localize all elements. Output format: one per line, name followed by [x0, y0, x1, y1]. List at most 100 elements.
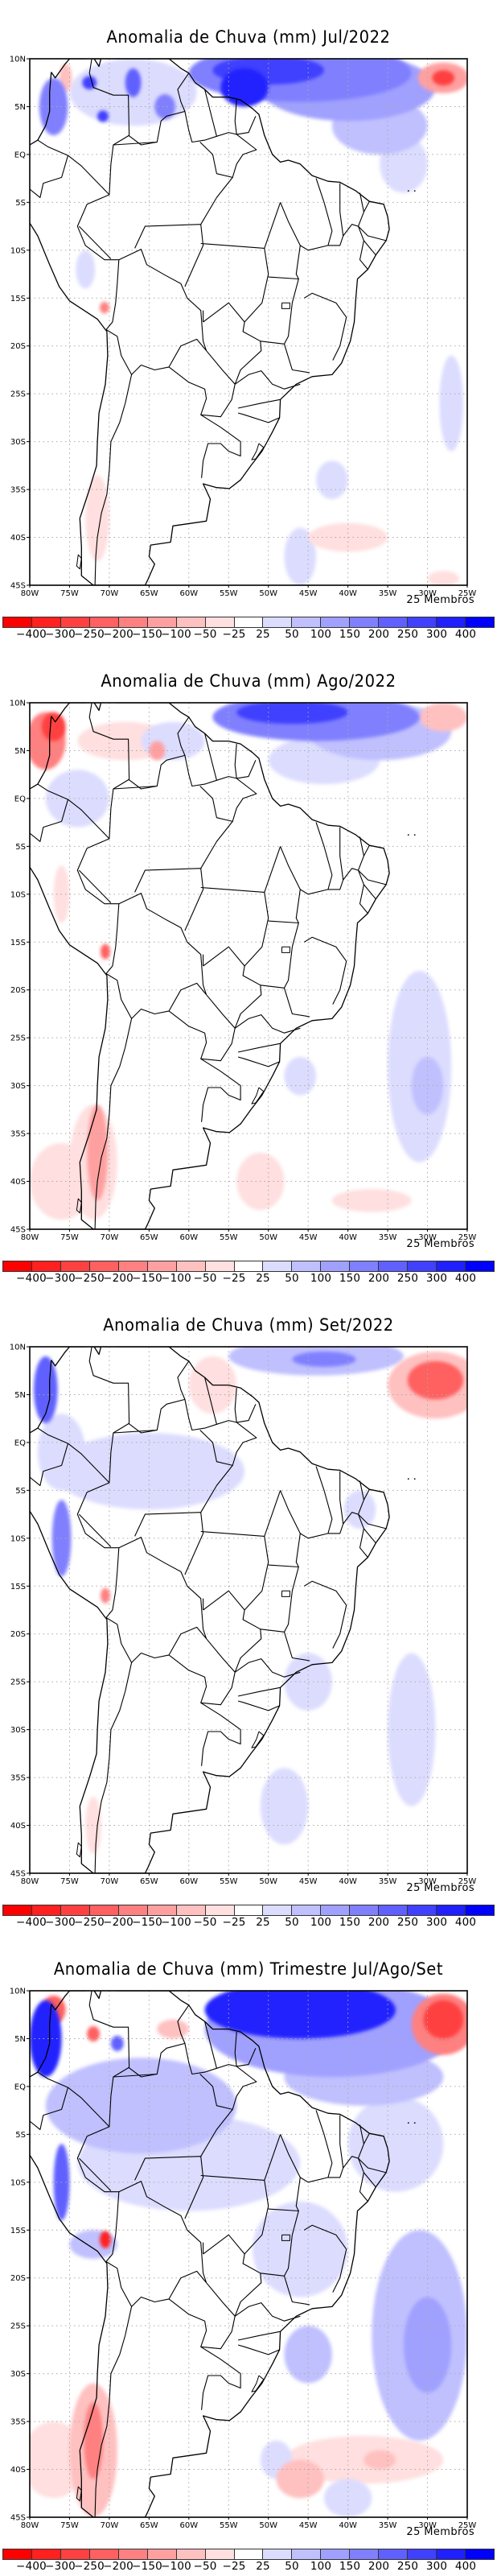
anomaly-region: [100, 302, 109, 314]
border-line: [260, 1567, 299, 1633]
legend-label: 50: [285, 1916, 299, 1929]
border-line: [232, 134, 257, 178]
legend-label: −50: [193, 1272, 217, 1285]
legend-swatch: [379, 1261, 409, 1271]
x-tick-label: 30W: [418, 589, 437, 598]
legend-swatch: [176, 2549, 206, 2559]
border-line: [200, 886, 269, 1029]
border-line: [300, 822, 333, 895]
legend-swatch: [408, 617, 437, 627]
x-tick-label: 30W: [418, 1877, 437, 1886]
x-tick-label: 80W: [21, 2521, 39, 2530]
border-line: [281, 1590, 290, 1597]
legend-swatch: [350, 617, 380, 627]
anomaly-region: [284, 2435, 444, 2484]
legend-swatch: [234, 2549, 264, 2559]
legend-swatch: [466, 2549, 494, 2559]
legend-swatch: [118, 2549, 148, 2559]
legend-label: 250: [396, 2560, 419, 2573]
legend-label: 250: [396, 1916, 419, 1929]
border-line: [30, 1427, 69, 1486]
legend-label: −400: [16, 1916, 47, 1929]
border-line: [128, 72, 190, 146]
legend-swatch: [408, 2549, 437, 2559]
legend-swatch: [89, 1261, 119, 1271]
x-tick-label: 40W: [339, 1233, 357, 1242]
legend-swatch: [118, 617, 148, 627]
legend-swatch: [118, 1905, 148, 1915]
x-tick-label: 40W: [339, 2521, 357, 2530]
island-dot: [407, 1478, 409, 1480]
legend-swatch: [379, 1905, 409, 1915]
legend-label: −50: [193, 2560, 217, 2573]
border-line: [94, 402, 126, 585]
x-tick-label: 40W: [339, 1877, 357, 1886]
legend-swatch: [234, 1261, 264, 1271]
members-label: 25 Membros: [406, 2526, 474, 2538]
legend-label: −100: [161, 1916, 191, 1929]
anomaly-region: [30, 2000, 62, 2078]
legend-label: 300: [425, 1916, 448, 1929]
anomaly-region: [154, 93, 176, 119]
legend-label: 100: [310, 628, 332, 641]
chart-panel-jul: Anomalia de Chuva (mm) Jul/2022 10N 5N EQ 5S…: [0, 0, 497, 644]
border-line: [105, 973, 207, 1019]
x-tick-label: 65W: [140, 589, 158, 598]
border-line: [113, 785, 158, 790]
border-line: [200, 414, 241, 478]
y-tick-label: 5S: [15, 843, 26, 852]
border-line: [359, 2172, 368, 2202]
anomaly-region: [125, 68, 142, 97]
legend-swatch: [350, 2549, 380, 2559]
x-tick-label: 35W: [379, 1233, 397, 1242]
border-line: [68, 2087, 119, 2193]
x-tick-label: 80W: [21, 1877, 39, 1886]
border-line: [128, 2004, 190, 2078]
y-tick-label: 5N: [14, 103, 26, 112]
legend-swatch: [292, 2549, 322, 2559]
members-label: 25 Membros: [406, 1238, 474, 1250]
anomaly-region: [419, 703, 467, 732]
border-line: [88, 1991, 130, 2127]
border-line: [251, 2375, 265, 2392]
anomaly-region: [411, 1056, 444, 1115]
y-tick-label: 45S: [10, 1870, 26, 1879]
legend-label: 50: [285, 2560, 299, 2573]
border-line: [113, 2073, 158, 2078]
border-line: [68, 155, 119, 261]
legend-label: 150: [339, 1916, 361, 1929]
y-tick-label: 25S: [10, 1678, 26, 1687]
anomaly-region: [432, 70, 455, 86]
anomaly-region: [292, 1351, 356, 1367]
border-line: [203, 946, 245, 967]
y-tick-label: 15S: [10, 939, 26, 947]
legend-label: −250: [74, 1916, 105, 1929]
legend-swatch: [31, 617, 61, 627]
border-line: [358, 1513, 387, 1530]
legend-swatch: [147, 1261, 177, 1271]
border-line: [237, 1056, 280, 1067]
border-line: [268, 202, 301, 280]
island-dot: [407, 834, 409, 836]
x-tick-label: 70W: [101, 1233, 119, 1242]
y-tick-label: 35S: [10, 1130, 26, 1139]
border-line: [88, 703, 130, 839]
anomaly-region: [252, 2201, 348, 2297]
legend-swatch: [176, 1261, 206, 1271]
legend-label: 100: [310, 1916, 332, 1929]
y-tick-label: 30S: [10, 1726, 26, 1735]
legend-swatch: [3, 617, 32, 627]
legend-swatch: [234, 617, 264, 627]
x-tick-label: 25W: [458, 1233, 477, 1242]
border-line: [184, 1377, 217, 1431]
legend-swatch: [176, 1905, 206, 1915]
coastline: [30, 703, 390, 1229]
legend-swatch: [89, 1905, 119, 1915]
legend-swatch: [292, 1905, 322, 1915]
legend-label: −200: [103, 1272, 133, 1285]
x-tick-label: 55W: [220, 2521, 238, 2530]
legend-labels: −400 −300 −250 −200 −150 −100 −50 −25 25 50 100 150…: [0, 1272, 497, 1285]
x-tick-label: 75W: [60, 2521, 79, 2530]
border-line: [237, 412, 280, 423]
legend-label: −150: [132, 628, 162, 641]
